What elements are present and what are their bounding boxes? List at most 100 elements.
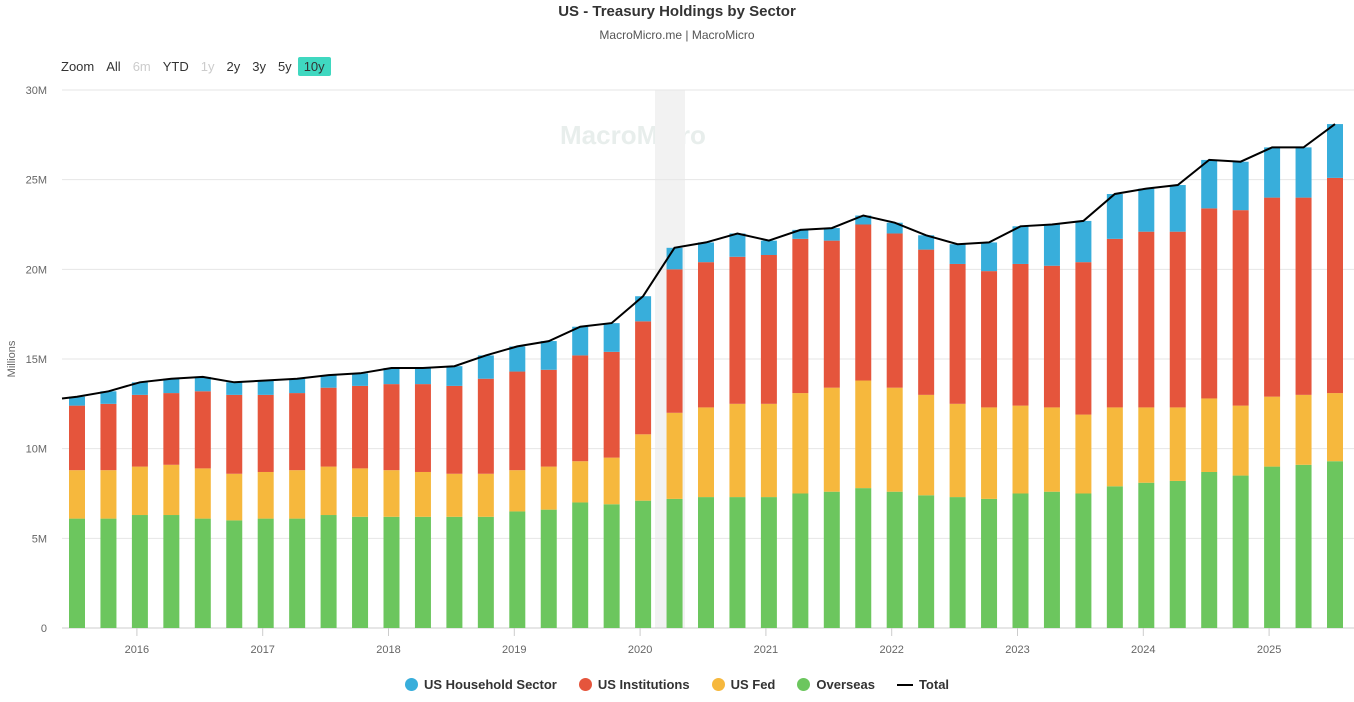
bar-us-fed <box>760 403 777 498</box>
total-line <box>61 123 1336 400</box>
bar-overseas <box>289 518 306 628</box>
zoom-ytd-button[interactable]: YTD <box>162 59 189 74</box>
bar-us-fed <box>383 470 400 517</box>
legend-item-institutions[interactable]: US Institutions <box>578 677 690 692</box>
bar-us-fed <box>572 461 589 503</box>
bar-us-fed <box>289 470 306 519</box>
y-tick-label: 5M <box>32 533 47 545</box>
bar-overseas <box>792 493 809 628</box>
bar-overseas <box>1106 486 1123 628</box>
bar-overseas <box>226 520 243 628</box>
zoom-5y-button[interactable]: 5y <box>277 59 292 74</box>
bar-us-fed <box>792 393 809 494</box>
bar-overseas <box>1295 464 1312 628</box>
bar-us-household-sector <box>383 367 400 385</box>
bar-us-fed <box>949 403 966 498</box>
bar-us-household-sector <box>509 346 526 372</box>
bar-us-household-sector <box>100 391 117 404</box>
bar-us-institutions <box>918 249 935 395</box>
bar-overseas <box>635 500 652 628</box>
bar-us-institutions <box>226 394 243 474</box>
zoom-all-button[interactable]: All <box>106 59 121 74</box>
bar-us-fed <box>635 434 652 501</box>
zoom-10y-button[interactable]: 10y <box>297 57 331 76</box>
bar-us-institutions <box>823 240 840 388</box>
bar-us-household-sector <box>855 215 872 225</box>
bar-us-household-sector <box>886 222 903 234</box>
bar-us-household-sector <box>823 228 840 241</box>
bar-us-institutions <box>603 351 620 458</box>
bar-overseas <box>1169 480 1186 628</box>
bar-us-household-sector <box>698 242 714 263</box>
x-tick-label: 2025 <box>1257 644 1281 656</box>
bar-us-fed <box>320 466 337 516</box>
y-tick-label: 25M <box>26 175 47 187</box>
bar-us-institutions <box>1075 262 1092 415</box>
bar-us-institutions <box>163 393 180 465</box>
bar-us-household-sector <box>320 375 337 388</box>
bar-overseas <box>446 516 463 628</box>
bar-us-household-sector <box>1043 224 1060 266</box>
legend-item-overseas[interactable]: Overseas <box>797 677 875 692</box>
bar-us-institutions <box>509 371 526 471</box>
x-tick-label: 2016 <box>125 644 149 656</box>
legend-item-total[interactable]: Total <box>896 677 950 692</box>
bar-us-institutions <box>760 254 777 404</box>
bar-us-fed <box>698 407 714 498</box>
zoom-1y-button[interactable]: 1y <box>200 59 215 74</box>
y-tick-label: 0 <box>41 623 47 635</box>
bar-us-household-sector <box>540 341 557 370</box>
bar-us-institutions <box>100 403 117 471</box>
bar-overseas <box>603 504 620 628</box>
zoom-3y-button[interactable]: 3y <box>252 59 266 74</box>
legend-marker <box>797 678 811 691</box>
bar-overseas <box>131 515 148 628</box>
bar-us-fed <box>446 473 463 517</box>
bar-us-institutions <box>1106 238 1123 408</box>
bar-us-household-sector <box>1169 185 1186 232</box>
bar-us-fed <box>1232 405 1249 476</box>
bar-us-household-sector <box>792 229 809 239</box>
bar-overseas <box>1201 471 1218 628</box>
bar-us-fed <box>540 466 557 510</box>
bar-overseas <box>1327 461 1343 628</box>
bar-us-household-sector <box>289 378 306 394</box>
legend-label: Total <box>918 677 950 692</box>
bar-us-household-sector <box>1012 226 1029 264</box>
bar-us-institutions <box>981 271 998 408</box>
bar-us-fed <box>131 466 148 516</box>
bar-us-institutions <box>131 394 148 467</box>
bar-overseas <box>1264 466 1281 628</box>
bar-us-household-sector <box>1106 194 1123 239</box>
bar-us-fed <box>918 394 935 496</box>
bar-us-fed <box>1138 407 1155 483</box>
chart-subtitle: MacroMicro.me | MacroMicro <box>599 28 755 42</box>
bar-overseas <box>823 491 840 628</box>
bar-us-fed <box>1264 396 1281 467</box>
bar-overseas <box>1012 493 1029 628</box>
bar-us-institutions <box>1295 197 1312 395</box>
x-tick-label: 2017 <box>250 644 274 656</box>
bar-us-household-sector <box>1295 147 1312 198</box>
bar-overseas <box>698 497 714 628</box>
bar-us-institutions <box>855 224 872 381</box>
legend-label: US Institutions <box>597 677 690 692</box>
zoom-2y-button[interactable]: 2y <box>226 59 241 74</box>
zoom-6m-button[interactable]: 6m <box>132 59 151 74</box>
bar-us-fed <box>886 387 903 492</box>
legend-item-fed[interactable]: US Fed <box>711 677 775 692</box>
x-tick-label: 2024 <box>1131 644 1155 656</box>
bar-overseas <box>981 498 998 628</box>
bar-us-household-sector <box>729 233 746 257</box>
bar-us-household-sector <box>635 296 652 322</box>
bar-us-household-sector <box>226 382 243 395</box>
x-tick-label: 2022 <box>879 644 903 656</box>
bar-us-institutions <box>477 378 494 474</box>
zoom-label: Zoom <box>61 59 95 74</box>
legend-item-household[interactable]: US Household Sector <box>404 677 557 692</box>
x-tick-label: 2023 <box>1005 644 1029 656</box>
bar-us-fed <box>477 473 494 517</box>
bar-us-fed <box>69 470 85 519</box>
bar-us-household-sector <box>572 326 589 356</box>
